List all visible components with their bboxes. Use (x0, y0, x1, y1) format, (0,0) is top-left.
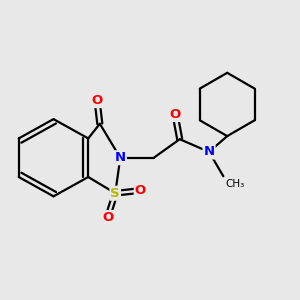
Text: O: O (102, 211, 113, 224)
Text: O: O (135, 184, 146, 197)
Text: N: N (115, 151, 126, 164)
Text: O: O (92, 94, 103, 107)
Text: CH₃: CH₃ (225, 179, 244, 189)
Text: N: N (203, 146, 214, 158)
Text: S: S (110, 187, 120, 200)
Text: O: O (169, 108, 181, 121)
